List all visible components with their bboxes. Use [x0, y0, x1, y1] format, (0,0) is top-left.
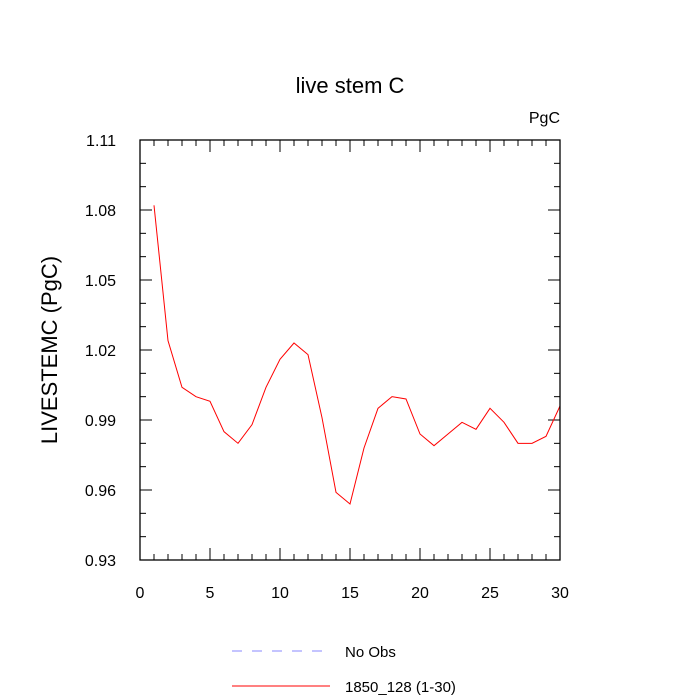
series-lines — [153, 205, 561, 505]
y-tick-label: 0.99 — [85, 413, 116, 430]
x-tick-label: 5 — [206, 585, 215, 602]
y-axis-label: LIVESTEMC (PgC) — [37, 256, 62, 444]
x-tick-label: 30 — [551, 585, 569, 602]
x-tick-label: 15 — [341, 585, 359, 602]
x-tick-label: 25 — [481, 585, 499, 602]
units-label: PgC — [529, 110, 560, 127]
legend-label-no-obs: No Obs — [345, 644, 396, 661]
legend: No Obs 1850_128 (1-30) — [232, 644, 456, 696]
axis-ticks — [139, 139, 561, 561]
y-tick-label: 1.11 — [86, 133, 116, 150]
x-tick-label: 0 — [136, 585, 145, 602]
x-tick-label: 10 — [271, 585, 289, 602]
axis-tick-labels: 0 5 10 15 20 25 30 0.93 0.96 0.99 1.02 1.05 1.08 1.11 — [85, 133, 569, 602]
x-tick-label: 20 — [411, 585, 429, 602]
series-line — [153, 205, 561, 505]
legend-label-1850-128: 1850_128 (1-30) — [345, 679, 456, 696]
y-tick-label: 1.05 — [85, 273, 116, 290]
chart-title: live stem C — [296, 73, 405, 98]
y-tick-label: 1.08 — [85, 203, 116, 220]
y-tick-label: 0.93 — [85, 553, 116, 570]
plot-frame — [139, 139, 561, 561]
y-tick-label: 0.96 — [85, 483, 116, 500]
y-tick-label: 1.02 — [85, 343, 116, 360]
